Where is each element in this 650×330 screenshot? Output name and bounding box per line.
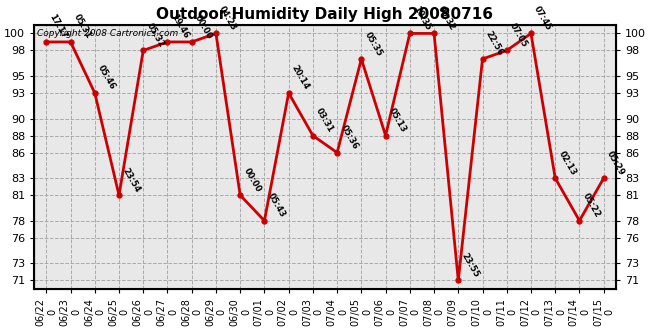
- Text: Copyright 2008 Cartronics.com: Copyright 2008 Cartronics.com: [37, 29, 178, 38]
- Text: 05:43: 05:43: [266, 192, 287, 219]
- Text: 00:32: 00:32: [436, 5, 456, 32]
- Text: 02:13: 02:13: [556, 149, 578, 177]
- Text: 05:22: 05:22: [581, 192, 602, 219]
- Text: 23:54: 23:54: [120, 166, 142, 194]
- Text: 10:35: 10:35: [411, 5, 432, 32]
- Text: 05:36: 05:36: [339, 124, 359, 151]
- Text: 05:13: 05:13: [387, 107, 408, 134]
- Title: Outdoor Humidity Daily High 20080716: Outdoor Humidity Daily High 20080716: [157, 7, 493, 22]
- Text: 20:14: 20:14: [290, 64, 311, 92]
- Text: 17:17: 17:17: [47, 13, 69, 41]
- Text: 05:46: 05:46: [96, 64, 118, 92]
- Text: 07:45: 07:45: [532, 5, 554, 32]
- Text: 03:31: 03:31: [314, 107, 335, 134]
- Text: 22:56: 22:56: [484, 30, 505, 57]
- Text: 05:32: 05:32: [145, 21, 166, 49]
- Text: 05:29: 05:29: [605, 149, 626, 177]
- Text: 23:55: 23:55: [460, 251, 481, 279]
- Text: 00:00: 00:00: [242, 166, 263, 194]
- Text: 19:46: 19:46: [169, 13, 190, 41]
- Text: 05:31: 05:31: [72, 13, 93, 41]
- Text: 07:05: 07:05: [508, 22, 529, 49]
- Text: 05:35: 05:35: [363, 30, 384, 57]
- Text: 04:23: 04:23: [217, 5, 239, 32]
- Text: 00:00: 00:00: [193, 13, 214, 41]
